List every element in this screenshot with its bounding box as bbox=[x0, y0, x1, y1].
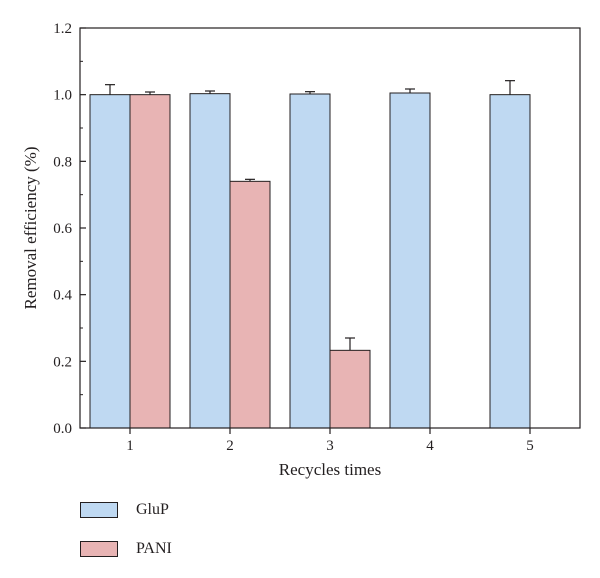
y-tick-label: 1.2 bbox=[53, 21, 72, 37]
error-bar-glup-5 bbox=[505, 80, 515, 95]
error-bar-pani-1 bbox=[145, 91, 155, 95]
x-tick-label: 5 bbox=[526, 438, 534, 454]
x-tick-label: 3 bbox=[326, 438, 334, 454]
bars-layer bbox=[89, 92, 531, 429]
x-tick-label: 1 bbox=[126, 438, 134, 454]
legend-label-glup: GluP bbox=[136, 501, 169, 518]
y-tick-label: 0.0 bbox=[53, 421, 72, 437]
bar-pani-2 bbox=[229, 180, 271, 429]
bar-pani-3 bbox=[329, 349, 371, 429]
error-bar-glup-3 bbox=[305, 91, 315, 94]
legend-item-pani: PANI bbox=[80, 539, 172, 559]
error-bar-glup-4 bbox=[405, 88, 415, 93]
error-bar-pani-2 bbox=[245, 178, 255, 182]
y-tick-label: 0.2 bbox=[53, 354, 72, 370]
y-axis: 0.0 0.2 0.4 0.6 0.8 1.0 1.2 bbox=[53, 21, 86, 437]
y-tick-label: 1.0 bbox=[53, 88, 72, 104]
bar-glup-3 bbox=[289, 93, 331, 429]
bar-chart: 0.0 0.2 0.4 0.6 0.8 1.0 1.2 1 2 3 4 5 Recycles tim… bbox=[21, 21, 581, 479]
legend-label-pani: PANI bbox=[136, 540, 172, 557]
bar-glup-5 bbox=[489, 94, 531, 429]
error-bars-layer bbox=[105, 80, 515, 351]
bar-glup-1 bbox=[89, 94, 131, 429]
error-bar-glup-2 bbox=[205, 90, 215, 94]
bar-pani-1 bbox=[129, 94, 171, 429]
y-tick-label: 0.8 bbox=[53, 154, 72, 170]
legend-item-glup: GluP bbox=[80, 500, 172, 520]
legend-swatch-glup bbox=[80, 502, 118, 518]
x-axis: 1 2 3 4 5 bbox=[126, 428, 534, 454]
legend-swatch-pani bbox=[80, 541, 118, 557]
error-bar-pani-3 bbox=[345, 337, 355, 351]
x-tick-label: 2 bbox=[226, 438, 234, 454]
bar-glup-2 bbox=[189, 93, 231, 429]
legend: GluP PANI bbox=[80, 500, 172, 578]
error-bar-glup-1 bbox=[105, 84, 115, 95]
x-axis-label: Recycles times bbox=[279, 460, 381, 479]
y-tick-label: 0.4 bbox=[53, 288, 72, 304]
x-tick-label: 4 bbox=[426, 438, 434, 454]
y-tick-label: 0.6 bbox=[53, 221, 72, 237]
bar-glup-4 bbox=[389, 92, 431, 429]
y-axis-label: Removal efficiency (%) bbox=[21, 146, 40, 309]
